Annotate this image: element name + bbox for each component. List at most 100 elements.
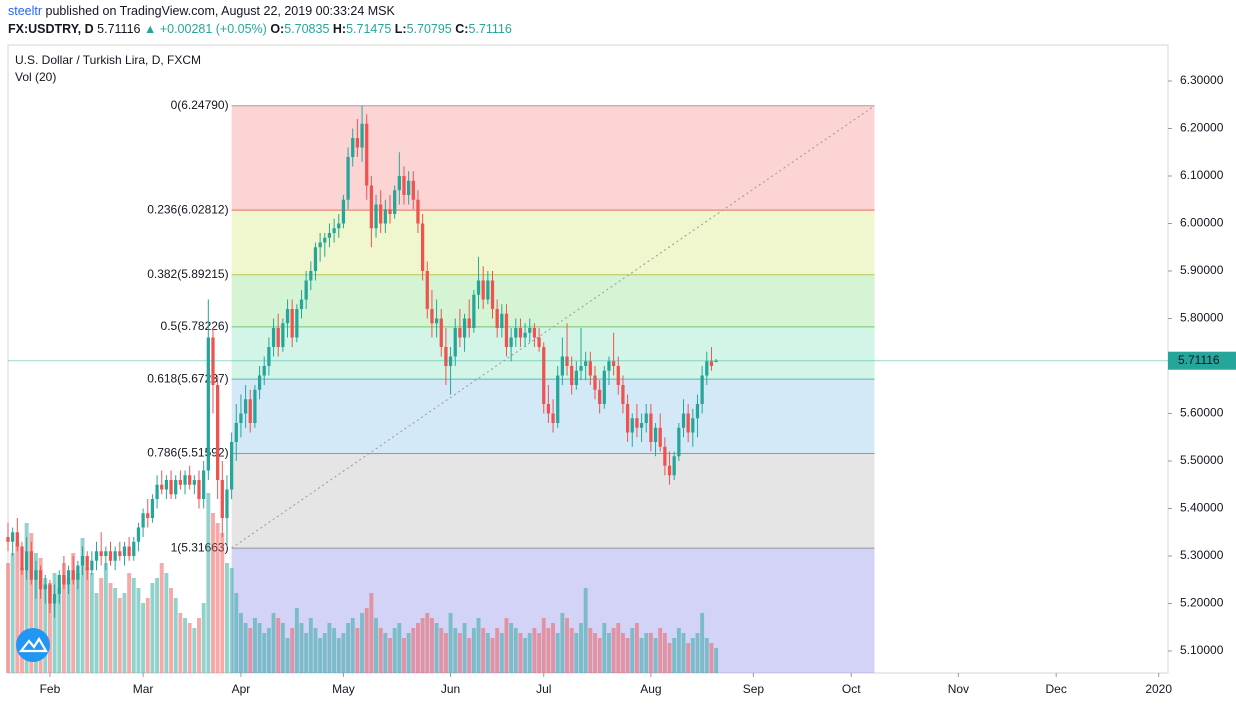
candle-body xyxy=(528,328,532,333)
candle-body xyxy=(649,413,653,443)
volume-bar xyxy=(588,628,593,673)
volume-bar xyxy=(579,623,583,673)
volume-bar xyxy=(262,633,267,673)
volume-bar xyxy=(313,628,318,673)
volume-bar xyxy=(336,638,341,673)
volume-bar xyxy=(476,618,481,673)
y-tick-label: 6.10000 xyxy=(1180,168,1224,182)
candle-body xyxy=(407,180,411,196)
volume-bar xyxy=(416,623,420,673)
candle-body xyxy=(653,427,658,443)
volume-bar xyxy=(392,628,397,673)
logo[interactable] xyxy=(16,628,50,662)
volume-bar xyxy=(523,638,528,673)
volume-bar xyxy=(360,613,365,673)
candle-body xyxy=(476,280,481,295)
volume-bar xyxy=(183,618,187,673)
candle-body xyxy=(504,313,509,348)
candle-body xyxy=(141,513,145,528)
y-tick-label: 6.20000 xyxy=(1180,121,1224,135)
y-tick-label: 5.40000 xyxy=(1180,501,1224,515)
candle-body xyxy=(327,233,332,238)
candle-body xyxy=(667,465,672,476)
volume-bar xyxy=(434,623,439,673)
volume-bar xyxy=(546,628,551,673)
volume-bar xyxy=(527,633,532,673)
candle-body xyxy=(574,370,578,386)
volume-bar xyxy=(276,618,281,673)
volume-bar xyxy=(658,628,663,673)
author[interactable]: steeltr xyxy=(8,4,42,18)
volume-bar xyxy=(136,588,141,673)
volume-bar xyxy=(709,643,714,673)
volume-bar xyxy=(583,588,588,673)
volume-bar xyxy=(611,628,616,673)
y-tick-label: 5.20000 xyxy=(1180,596,1224,610)
volume-bar xyxy=(532,628,537,673)
volume-bar xyxy=(471,628,476,673)
volume-bar xyxy=(402,638,406,673)
volume-bar xyxy=(187,623,192,673)
volume-bar xyxy=(6,563,10,673)
candle-body xyxy=(155,484,159,500)
x-tick-label: Apr xyxy=(232,682,251,696)
candle-body xyxy=(374,204,378,229)
candle-body xyxy=(425,271,429,310)
candle-body xyxy=(681,413,686,428)
candle-body xyxy=(178,480,182,485)
volume-bar xyxy=(374,618,378,673)
volume-bar xyxy=(457,633,462,673)
candle-body xyxy=(104,551,108,557)
candle-body xyxy=(462,318,467,338)
volume-bar xyxy=(10,553,15,673)
volume-bar xyxy=(569,628,574,673)
volume-bar xyxy=(304,633,309,673)
candle-body xyxy=(518,328,523,338)
volume-bar xyxy=(443,633,448,673)
candle-body xyxy=(188,475,192,485)
volume-bar xyxy=(555,633,560,673)
candle-body xyxy=(323,237,327,243)
candle-body xyxy=(616,366,620,386)
candle-body xyxy=(691,418,695,433)
candle-body xyxy=(132,541,136,557)
candle-body xyxy=(639,423,644,428)
volume-bar xyxy=(47,583,52,673)
volume-bar xyxy=(490,638,495,673)
candle-body xyxy=(38,570,43,590)
candle-body xyxy=(644,413,648,424)
volume-bar xyxy=(61,563,66,673)
candle-body xyxy=(351,138,355,158)
publish-line: steeltr published on TradingView.com, Au… xyxy=(8,4,396,18)
candle-body xyxy=(243,399,248,414)
volume-bar xyxy=(411,628,416,673)
volume-bar xyxy=(89,573,94,673)
candle-body xyxy=(611,361,616,367)
candle-body xyxy=(229,442,234,490)
volume-bar xyxy=(243,623,248,673)
candle-body xyxy=(346,157,350,200)
candle-body xyxy=(304,280,308,300)
candle-body xyxy=(658,427,662,447)
candle-body xyxy=(267,347,271,367)
x-tick-label: Sep xyxy=(743,682,765,696)
volume-bar xyxy=(439,628,444,673)
volume-bar xyxy=(481,628,486,673)
candle-body xyxy=(52,594,57,604)
fib-zone xyxy=(231,210,875,275)
volume-bar xyxy=(574,633,579,673)
last: 5.71116 xyxy=(97,22,140,36)
candle-body xyxy=(439,318,443,348)
candle-body xyxy=(150,499,155,519)
candle-body xyxy=(509,337,513,348)
candle-body xyxy=(663,446,667,466)
volume-bar xyxy=(397,623,402,673)
candle-body xyxy=(253,389,257,424)
fib-trend xyxy=(231,105,875,549)
volume-bar xyxy=(467,638,472,673)
volume-bar xyxy=(238,613,243,673)
candle-body xyxy=(136,527,141,542)
volume-bar xyxy=(215,523,220,673)
volume-bar xyxy=(285,638,290,673)
candle-body xyxy=(313,247,318,272)
